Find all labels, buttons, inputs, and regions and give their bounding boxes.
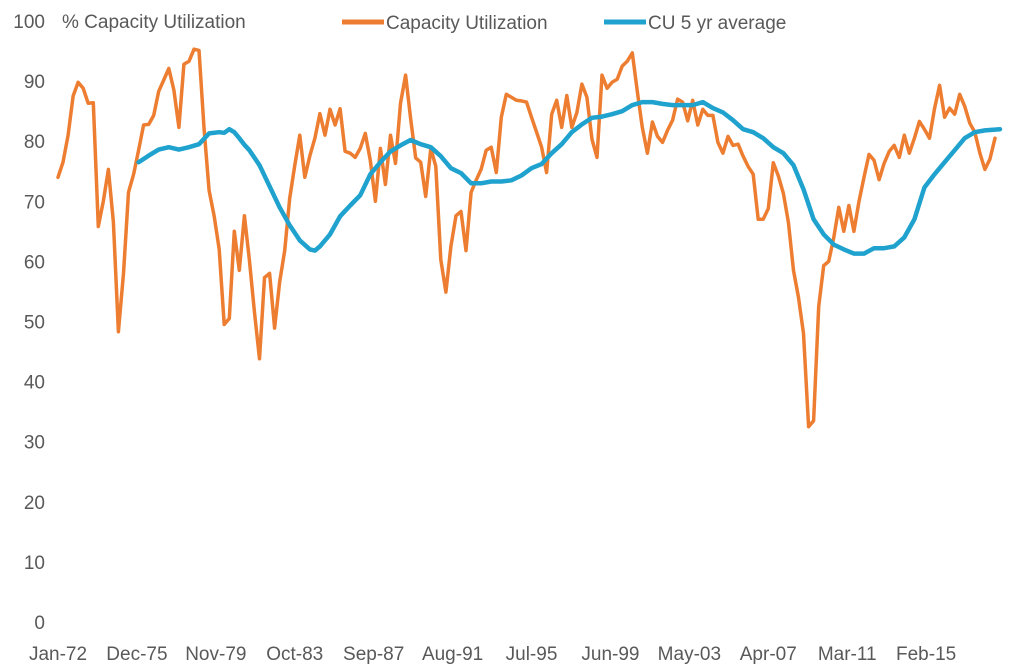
x-tick-label: Apr-07: [740, 644, 797, 665]
x-axis-ticks: Jan-72 Dec-75 Nov-79 Oct-83 Sep-87 Aug-91 Jul-…: [29, 644, 956, 665]
series-layer: [56, 47, 1003, 429]
y-axis-ticks: 0 10 20 30 40 50 60 70 80 90 100: [13, 12, 45, 634]
y-tick-label: 20: [24, 493, 45, 514]
y-tick-label: 80: [24, 132, 45, 153]
y-tick-label: 0: [34, 613, 45, 634]
y-tick-label: 70: [24, 192, 45, 213]
x-tick-label: Oct-83: [266, 644, 323, 665]
y-tick-label: 90: [24, 72, 45, 93]
x-tick-label: Jan-72: [29, 644, 87, 665]
series-line-cu-5yr-average: [136, 99, 1003, 256]
x-tick-label: Aug-91: [422, 644, 483, 665]
y-axis-label: % Capacity Utilization: [62, 12, 246, 33]
y-tick-label: 30: [24, 433, 45, 454]
legend-label-capacity-utilization: Capacity Utilization: [386, 13, 548, 34]
legend: Capacity Utilization CU 5 yr average: [342, 13, 786, 34]
y-tick-label: 50: [24, 313, 45, 334]
y-tick-label: 60: [24, 252, 45, 273]
x-tick-label: Feb-15: [896, 644, 956, 665]
x-tick-label: Mar-11: [818, 644, 877, 665]
x-tick-label: Sep-87: [343, 644, 404, 665]
x-tick-label: Dec-75: [106, 644, 167, 665]
x-tick-label: Nov-79: [185, 644, 246, 665]
x-tick-label: Jul-95: [506, 644, 558, 665]
x-tick-label: Jun-99: [581, 644, 639, 665]
y-tick-label: 10: [24, 553, 45, 574]
series-line-capacity-utilization: [56, 47, 997, 429]
y-tick-label: 100: [13, 12, 45, 33]
legend-label-cu-5yr-average: CU 5 yr average: [648, 13, 786, 34]
y-tick-label: 40: [24, 373, 45, 394]
x-tick-label: May-03: [658, 644, 721, 665]
